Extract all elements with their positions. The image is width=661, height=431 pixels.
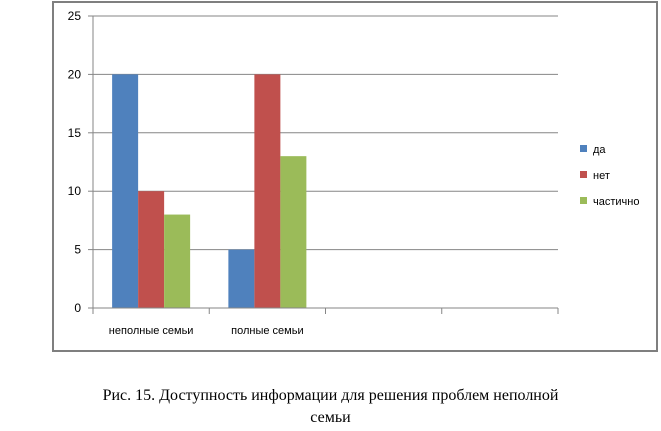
y-tick-label: 0: [74, 301, 81, 315]
axes: [88, 15, 559, 314]
y-tick-label: 10: [68, 184, 82, 198]
category-labels: неполные семьи полные семьи: [109, 325, 304, 337]
bar-chart: 0 5 10 15 20 25 неполные семьи полные семьи да…: [68, 9, 640, 337]
bar: [112, 74, 139, 309]
legend-label: да: [593, 144, 606, 156]
legend-swatch: [580, 171, 587, 178]
y-tick-label: 20: [68, 67, 82, 81]
x-tick-label: неполные семьи: [109, 325, 194, 337]
bar: [280, 156, 307, 308]
y-tick-labels: 0 5 10 15 20 25: [68, 9, 82, 315]
bars: [112, 74, 307, 309]
legend: да нет частично: [580, 144, 639, 208]
caption-line-1: Рис. 15. Доступность информации для реше…: [102, 387, 559, 404]
figure-caption: Рис. 15. Доступность информации для реше…: [0, 385, 661, 429]
legend-swatch: [580, 145, 587, 152]
y-tick-label: 15: [68, 126, 82, 140]
x-tick-label: полные семьи: [231, 325, 303, 337]
bar: [254, 74, 281, 309]
legend-label: нет: [593, 170, 610, 182]
bar: [228, 249, 255, 308]
legend-swatch: [580, 197, 587, 204]
bar: [138, 191, 165, 308]
y-tick-label: 5: [74, 243, 81, 257]
legend-label: частично: [593, 196, 639, 208]
y-tick-label: 25: [68, 9, 82, 23]
bar: [164, 214, 191, 308]
caption-line-2: семьи: [310, 409, 351, 426]
